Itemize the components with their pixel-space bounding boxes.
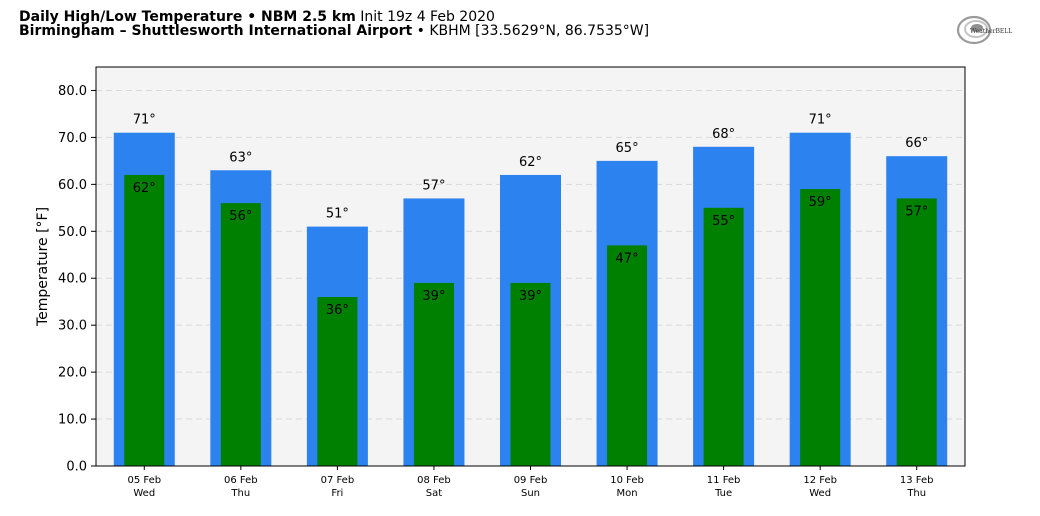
x-tick-date: 10 Feb	[610, 475, 644, 486]
y-tick-label: 80.0	[58, 84, 87, 99]
x-tick-weekday: Wed	[809, 488, 831, 499]
low-temp-bar	[124, 174, 165, 466]
y-tick-label: 20.0	[58, 366, 87, 381]
x-tick-date: 11 Feb	[707, 475, 741, 486]
high-temp-label: 63°	[229, 150, 252, 165]
y-tick-label: 0.0	[66, 460, 87, 475]
low-temp-label: 39°	[519, 289, 542, 304]
low-temp-bar	[800, 189, 841, 466]
low-temp-label: 55°	[712, 214, 735, 229]
low-temp-bar	[317, 297, 358, 466]
x-tick-weekday: Wed	[133, 488, 155, 499]
low-temp-bar	[703, 207, 744, 466]
x-tick-weekday: Thu	[906, 488, 926, 499]
y-tick-label: 40.0	[58, 272, 87, 287]
y-tick-label: 10.0	[58, 413, 87, 428]
high-temp-label: 65°	[616, 141, 639, 156]
data-labels: 71° 62° 63° 56° 51° 36° 57° 39° 62° 39° 65° 47° 68° 5…	[133, 113, 928, 318]
x-tick-date: 08 Feb	[417, 475, 451, 486]
high-temp-label: 68°	[712, 127, 735, 142]
y-axis-label: Temperature [°F]	[35, 207, 51, 327]
x-tick-weekday: Sat	[426, 488, 442, 499]
high-temp-label: 71°	[133, 113, 156, 128]
low-temp-bar	[607, 245, 648, 466]
low-temp-label: 36°	[326, 303, 349, 318]
logo-text: WeatherBELL	[970, 28, 1012, 35]
high-temp-label: 62°	[519, 155, 542, 170]
low-temp-bar	[413, 282, 454, 466]
x-tick-date: 13 Feb	[900, 475, 934, 486]
x-tick-date: 09 Feb	[514, 475, 548, 486]
low-temp-label: 47°	[616, 251, 639, 266]
x-tick-weekday: Thu	[230, 488, 250, 499]
low-temp-label: 39°	[422, 289, 445, 304]
y-tick-label: 50.0	[58, 225, 87, 240]
bars	[113, 132, 948, 467]
y-tick-label: 60.0	[58, 178, 87, 193]
low-temp-label: 62°	[133, 181, 156, 196]
low-temp-label: 56°	[229, 209, 252, 224]
y-tick-label: 30.0	[58, 319, 87, 334]
high-temp-label: 51°	[326, 207, 349, 222]
x-tick-date: 07 Feb	[321, 475, 355, 486]
x-tick-weekday: Mon	[617, 488, 638, 499]
x-axis: 05 Feb Wed 06 Feb Thu 07 Feb Fri 08 Feb Sat 09 F…	[127, 466, 934, 499]
low-temp-label: 59°	[809, 195, 832, 210]
x-tick-weekday: Tue	[714, 488, 732, 499]
low-temp-bar	[510, 282, 551, 466]
low-temp-bar	[896, 198, 937, 466]
chart-title: Daily High/Low Temperature • NBM 2.5 km …	[19, 9, 495, 25]
init-time: Init 19z 4 Feb 2020	[360, 9, 495, 25]
high-temp-label: 66°	[905, 136, 928, 151]
station-coords: • KBHM [33.5629°N, 86.7535°W]	[416, 23, 650, 39]
y-tick-label: 70.0	[58, 131, 87, 146]
x-tick-weekday: Fri	[331, 488, 343, 499]
location-name: Birmingham – Shuttlesworth International…	[19, 23, 413, 39]
x-tick-date: 05 Feb	[127, 475, 161, 486]
weatherbell-logo: WeatherBELL	[956, 15, 1012, 45]
chart-title-bold: Daily High/Low Temperature • NBM 2.5 km	[19, 9, 356, 25]
y-axis: 0.0 10.0 20.0 30.0 40.0 50.0 60.0 70.0 80.0	[58, 84, 96, 475]
x-tick-date: 06 Feb	[224, 475, 258, 486]
location-line: Birmingham – Shuttlesworth International…	[19, 23, 649, 39]
high-temp-label: 71°	[809, 113, 832, 128]
x-tick-date: 12 Feb	[803, 475, 837, 486]
x-tick-weekday: Sun	[521, 488, 540, 499]
low-temp-bar	[220, 203, 261, 467]
high-temp-label: 57°	[422, 178, 445, 193]
low-temp-label: 57°	[905, 204, 928, 219]
